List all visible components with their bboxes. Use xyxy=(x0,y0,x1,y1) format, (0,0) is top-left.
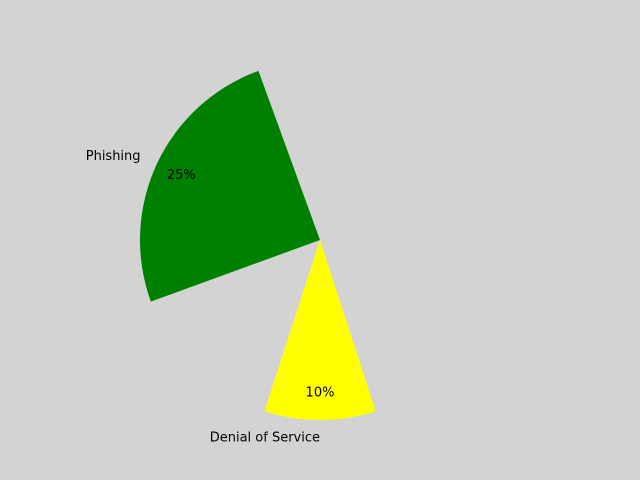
slice-label: Phishing xyxy=(86,149,141,164)
slice-label: Denial of Service xyxy=(210,431,320,446)
pie-slice-denial-of-service xyxy=(264,240,376,420)
slice-percent-label: 25% xyxy=(167,168,196,183)
pie-wedges xyxy=(139,70,376,420)
pie-slice-phishing xyxy=(139,70,320,302)
slice-percent-label: 10% xyxy=(306,386,335,401)
pie-labels: Phishing 25% Denial of Service 10% xyxy=(86,149,335,446)
